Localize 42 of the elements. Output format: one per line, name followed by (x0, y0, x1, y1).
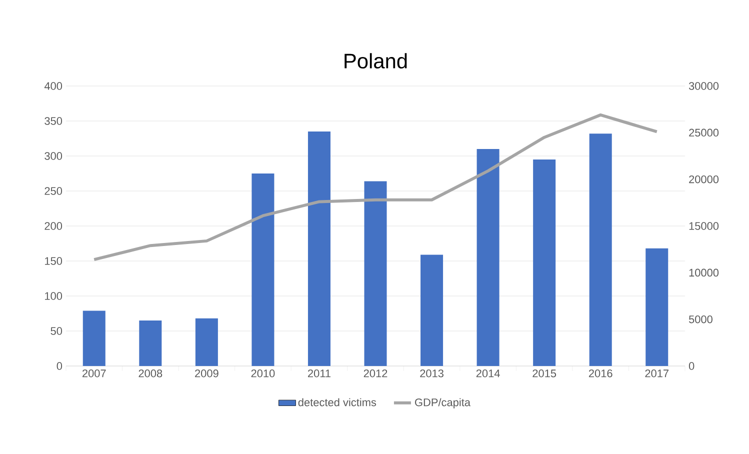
line-series (92, 113, 658, 262)
y2-tick-label: 5000 (688, 315, 712, 324)
x-tick-label: 2013 (420, 370, 444, 378)
x-tick-label: 2016 (588, 370, 612, 378)
x-tick-label: 2008 (138, 370, 162, 378)
y-tick-label: 50 (50, 327, 62, 335)
x-tick-label: 2010 (251, 370, 275, 378)
bar (252, 173, 274, 366)
y2-tick-label: 0 (688, 362, 694, 370)
bar (308, 131, 330, 366)
bar (420, 254, 444, 366)
legend-label: GDP/capita (415, 398, 470, 408)
x-tick-label: 2007 (82, 370, 106, 378)
legend-label: detected victims (298, 398, 376, 406)
y-tick-label: 250 (44, 187, 62, 195)
x-tick-label: 2014 (476, 370, 500, 378)
y2-tick-label: 15000 (689, 222, 719, 230)
y2-tick-label: 20000 (689, 175, 719, 184)
y2-tick-label: 10000 (689, 268, 719, 277)
y2-tick-label: 25000 (689, 128, 719, 137)
y-tick-label: 300 (44, 152, 62, 160)
y-tick-label: 400 (44, 82, 62, 90)
bar (589, 134, 612, 366)
bar (476, 148, 500, 366)
bar (533, 159, 556, 366)
bar (364, 181, 387, 366)
x-tick-label: 2017 (645, 370, 669, 378)
bar (195, 318, 218, 366)
chart-title: Poland (344, 53, 407, 68)
x-tick-label: 2012 (364, 370, 388, 378)
bar (82, 310, 106, 366)
y-tick-label: 350 (44, 117, 62, 125)
y-tick-label: 100 (45, 292, 62, 300)
x-tick-label: 2011 (308, 370, 330, 378)
y2-tick-label: 30000 (688, 82, 719, 90)
y-tick-label: 150 (45, 257, 62, 265)
x-tick-label: 2015 (532, 370, 556, 378)
x-tick-label: 2009 (195, 370, 218, 378)
y-tick-label: 0 (56, 362, 62, 370)
bar (139, 320, 162, 366)
bar (646, 248, 668, 366)
y-tick-label: 200 (44, 222, 62, 230)
